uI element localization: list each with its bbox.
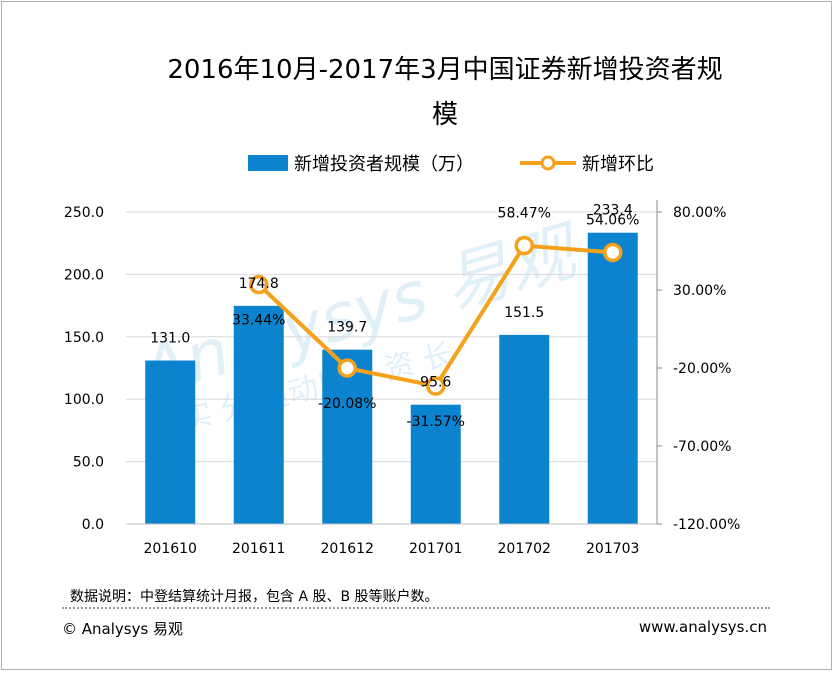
bar-201701[interactable] — [410, 404, 461, 524]
x-tick-label: 201612 — [321, 541, 374, 557]
chart-title-line-1: 2016年10月-2017年3月中国证券新增投资者规 — [167, 55, 722, 85]
legend-line-marker — [540, 155, 556, 171]
x-tick-label: 201611 — [232, 541, 285, 557]
data-labels: 131.0 174.8 139.7 95.6 151.5 233.4 33.44% -20.0… — [150, 203, 639, 430]
growth-point-201701[interactable] — [426, 376, 446, 396]
growth-value-label: -31.57% — [407, 414, 465, 430]
y-right-tick-label: -120.00% — [673, 517, 740, 533]
grid — [126, 211, 657, 463]
x-tick-label: 201701 — [409, 541, 462, 557]
bar-201703[interactable] — [587, 232, 638, 524]
y-left-tick-label: 100.0 — [64, 392, 104, 408]
y-right-tick-label: 30.00% — [673, 283, 726, 299]
line-series — [249, 235, 623, 396]
y-left-tick-label: 250.0 — [64, 205, 104, 221]
legend: 新增投资者规模（万） 新增环比 — [248, 154, 654, 175]
x-tick-label: 201703 — [586, 541, 639, 557]
growth-value-label: 58.47% — [498, 206, 551, 222]
bar-201702[interactable] — [499, 334, 550, 524]
y-right-tick-label: -70.00% — [673, 439, 731, 455]
copyright-text: © Analysys 易观 — [62, 620, 184, 638]
y-left-tick-label: 200.0 — [64, 267, 104, 283]
growth-point-201703[interactable] — [603, 242, 623, 263]
x-tick-label: 201702 — [498, 541, 551, 557]
bar-201610[interactable] — [145, 360, 196, 524]
bar-value-label: 139.7 — [327, 320, 367, 336]
legend-bar-swatch — [248, 155, 288, 171]
growth-point-201702[interactable] — [514, 235, 534, 256]
legend-line-label: 新增环比 — [582, 154, 654, 175]
bar-value-label: 233.4 — [593, 203, 633, 219]
growth-value-label: -20.08% — [318, 396, 376, 412]
y-left-tick-label: 0.0 — [82, 517, 104, 533]
growth-value-label: 33.44% — [232, 313, 285, 329]
bar-series — [145, 232, 638, 524]
data-note: 数据说明：中登结算统计月报，包含 A 股、B 股等账户数。 — [70, 589, 439, 605]
legend-bar-label: 新增投资者规模（万） — [294, 154, 474, 175]
growth-value-label: 54.06% — [586, 212, 639, 228]
footer-divider — [62, 607, 770, 609]
website-link[interactable]: www.analysys.cn — [638, 618, 767, 636]
axes: 0.0 50.0 100.0 150.0 200.0 250.0 -120.00% -70.0… — [64, 200, 740, 557]
y-left-tick-label: 50.0 — [73, 455, 104, 471]
chart-title-line-2: 模 — [432, 100, 458, 130]
bar-value-label: 131.0 — [150, 331, 190, 347]
growth-point-201612[interactable] — [337, 358, 357, 378]
growth-point-201611[interactable] — [249, 274, 269, 295]
y-right-tick-label: -20.00% — [673, 361, 731, 377]
bar-201612[interactable] — [322, 349, 373, 524]
bar-201611[interactable] — [233, 305, 284, 524]
y-left-tick-label: 150.0 — [64, 330, 104, 346]
bar-value-label: 151.5 — [504, 305, 544, 321]
bar-value-label: 95.6 — [420, 375, 451, 391]
x-tick-label: 201610 — [144, 541, 197, 557]
bar-value-label: 174.8 — [239, 276, 279, 292]
y-right-tick-label: 80.00% — [673, 205, 726, 221]
